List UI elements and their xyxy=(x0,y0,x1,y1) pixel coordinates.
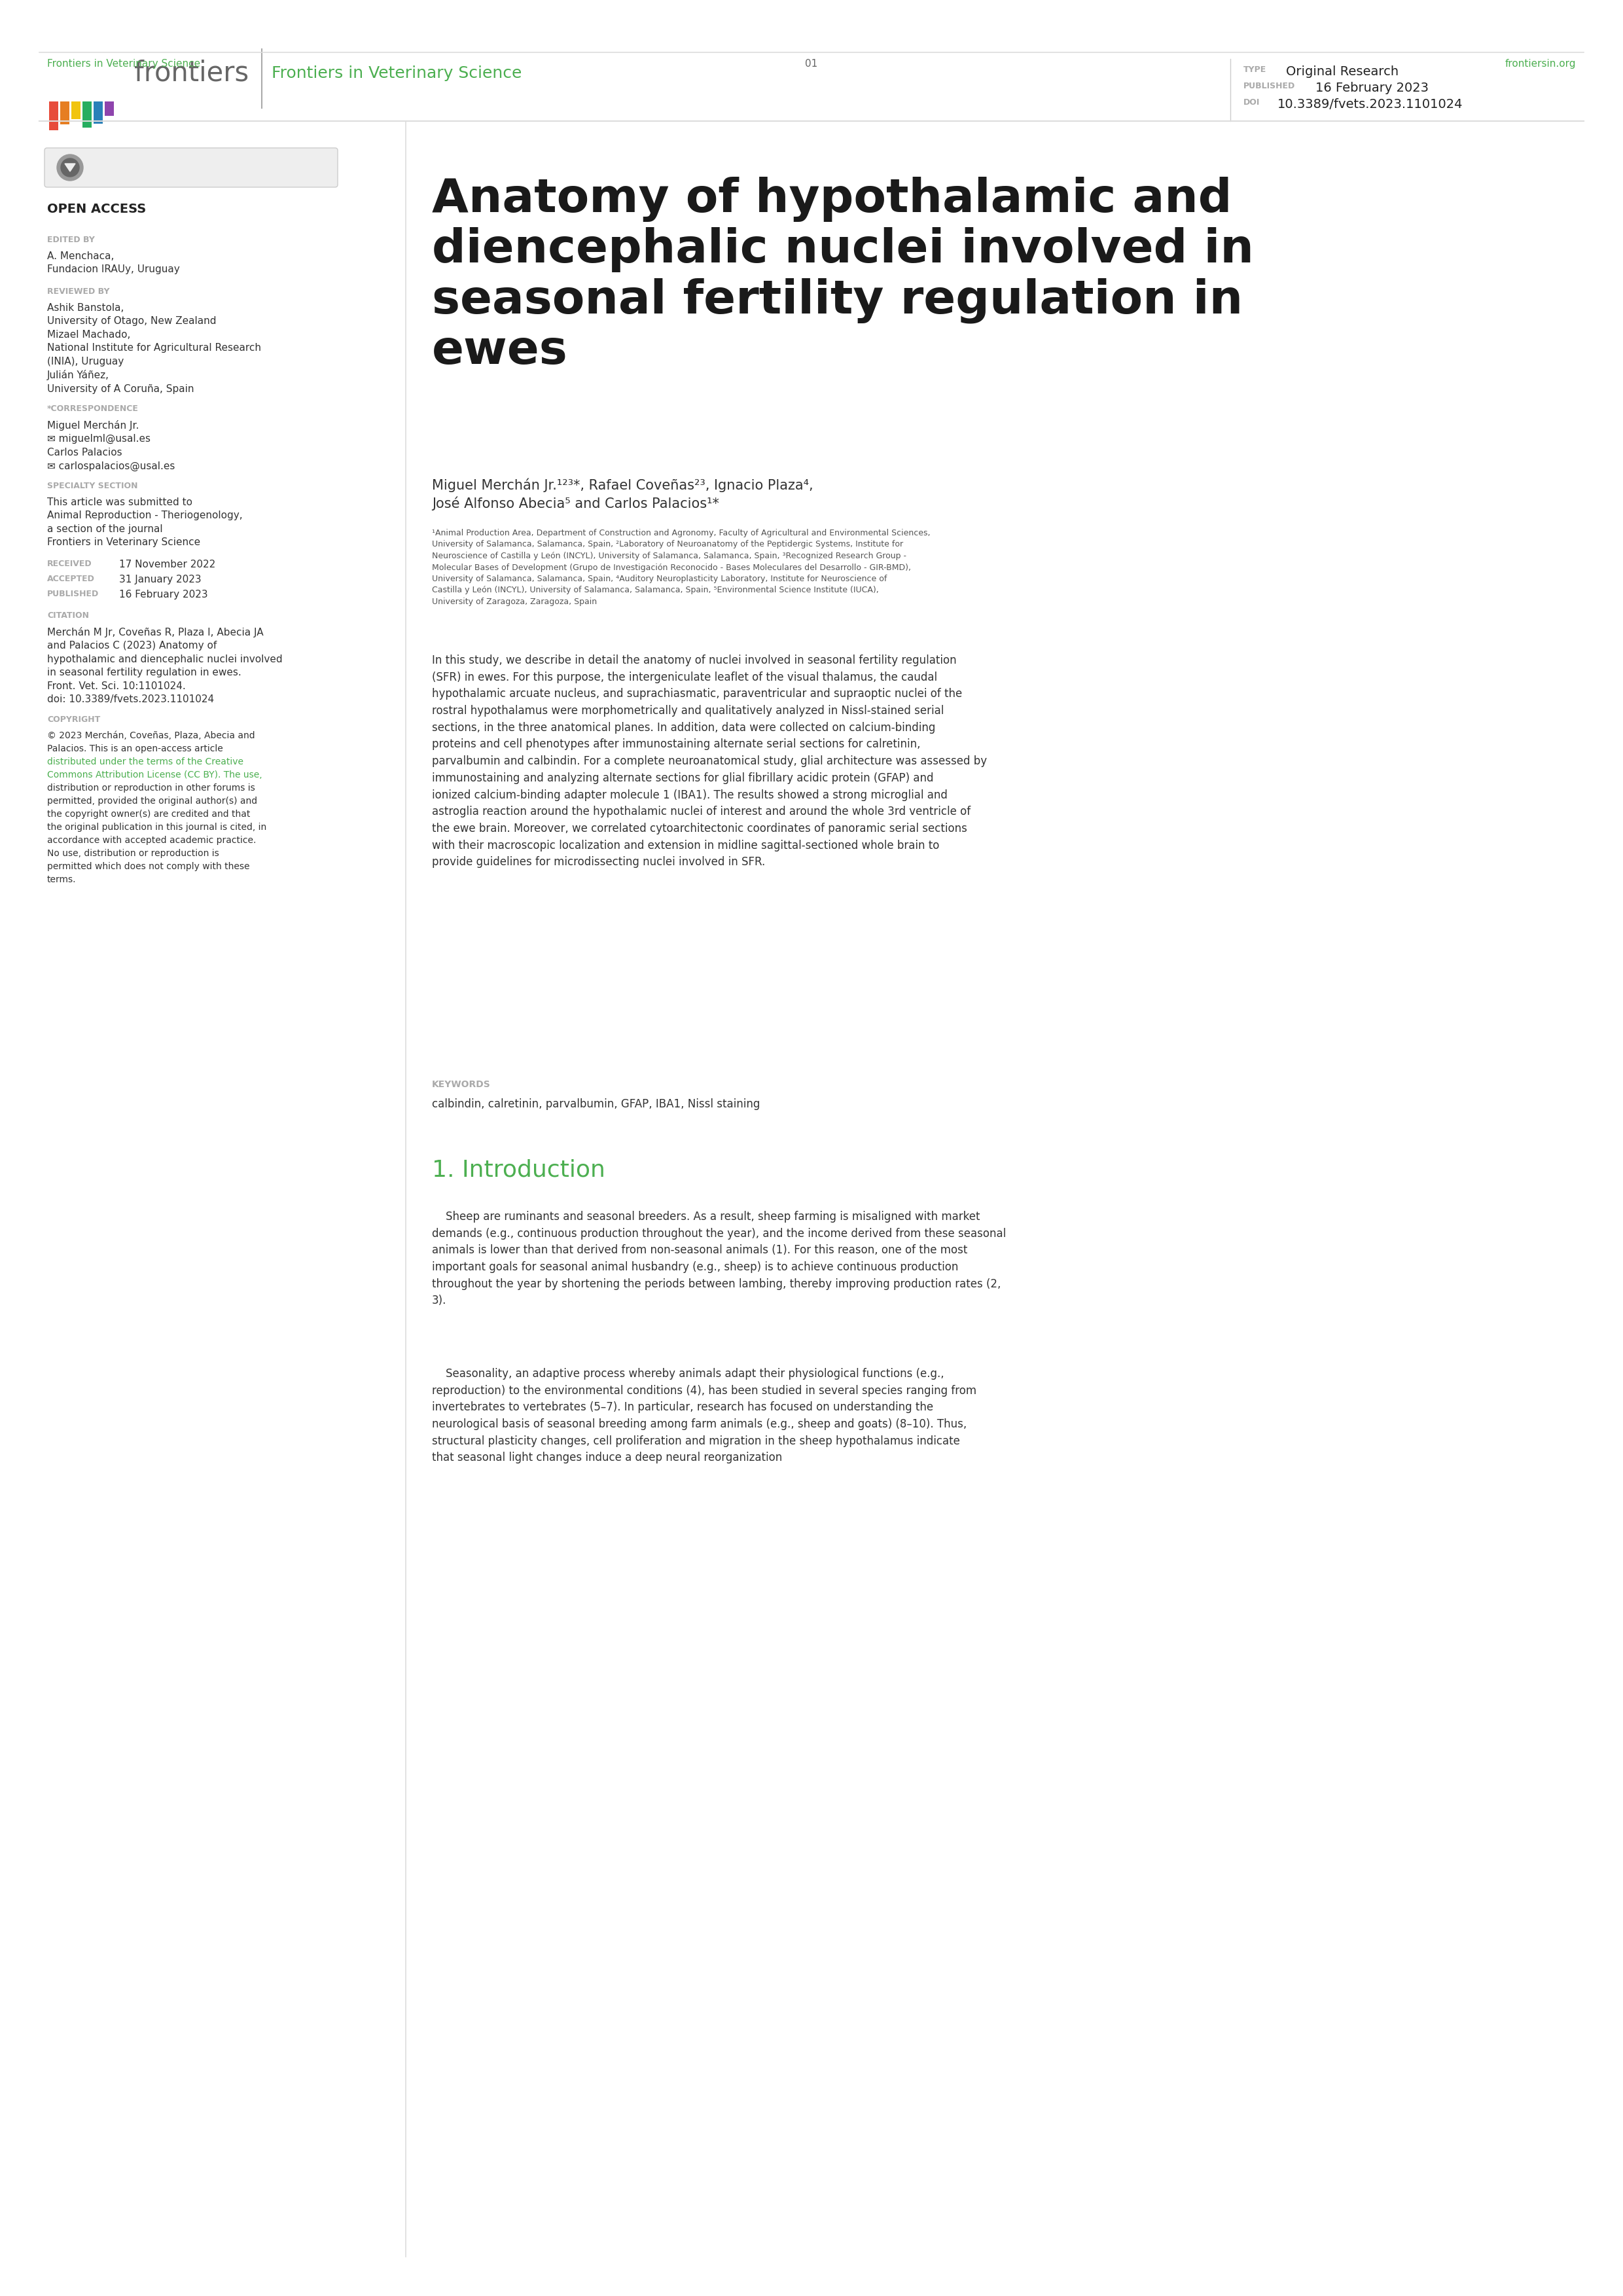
Text: frontiers: frontiers xyxy=(135,60,248,87)
Text: RECEIVED: RECEIVED xyxy=(47,560,93,567)
Bar xyxy=(60,101,70,124)
FancyBboxPatch shape xyxy=(44,147,338,188)
Text: SPECIALTY SECTION: SPECIALTY SECTION xyxy=(47,482,138,491)
Text: Carlos Palacios: Carlos Palacios xyxy=(47,448,122,457)
Polygon shape xyxy=(65,163,75,172)
Text: OPEN ACCESS: OPEN ACCESS xyxy=(47,202,146,216)
Text: TYPE: TYPE xyxy=(1243,67,1266,73)
Text: José Alfonso Abecia⁵ and Carlos Palacios¹*: José Alfonso Abecia⁵ and Carlos Palacios… xyxy=(432,496,719,510)
Text: ✉ carlospalacios@usal.es: ✉ carlospalacios@usal.es xyxy=(47,461,175,471)
Text: ✉ miguelml@usal.es: ✉ miguelml@usal.es xyxy=(47,434,151,443)
Bar xyxy=(105,101,114,117)
Text: distribution or reproduction in other forums is: distribution or reproduction in other fo… xyxy=(47,783,255,792)
Text: In this study, we describe in detail the anatomy of nuclei involved in seasonal : In this study, we describe in detail the… xyxy=(432,654,987,868)
Text: No use, distribution or reproduction is: No use, distribution or reproduction is xyxy=(47,850,219,859)
Text: permitted, provided the original author(s) and: permitted, provided the original author(… xyxy=(47,797,258,806)
Text: Seasonality, an adaptive process whereby animals adapt their physiological funct: Seasonality, an adaptive process whereby… xyxy=(432,1368,977,1465)
Text: calbindin, calretinin, parvalbumin, GFAP, IBA1, Nissl staining: calbindin, calretinin, parvalbumin, GFAP… xyxy=(432,1097,760,1109)
Text: Miguel Merchán Jr.: Miguel Merchán Jr. xyxy=(47,420,140,432)
Text: 1. Introduction: 1. Introduction xyxy=(432,1159,605,1180)
Text: Merchán M Jr, Coveñas R, Plaza I, Abecia JA
and Palacios C (2023) Anatomy of
hyp: Merchán M Jr, Coveñas R, Plaza I, Abecia… xyxy=(47,627,282,705)
Text: frontiersin.org: frontiersin.org xyxy=(1505,60,1576,69)
Text: A. Menchaca,
Fundacion IRAUy, Uruguay: A. Menchaca, Fundacion IRAUy, Uruguay xyxy=(47,250,180,276)
Text: Check for updates: Check for updates xyxy=(88,163,187,174)
Text: © 2023 Merchán, Coveñas, Plaza, Abecia and: © 2023 Merchán, Coveñas, Plaza, Abecia a… xyxy=(47,730,255,739)
Bar xyxy=(94,101,102,124)
Text: DOI: DOI xyxy=(1243,99,1259,106)
Text: KEYWORDS: KEYWORDS xyxy=(432,1079,490,1088)
Circle shape xyxy=(62,158,80,177)
Text: Sheep are ruminants and seasonal breeders. As a result, sheep farming is misalig: Sheep are ruminants and seasonal breeder… xyxy=(432,1210,1006,1306)
Text: Palacios. This is an open-access article: Palacios. This is an open-access article xyxy=(47,744,222,753)
Bar xyxy=(71,101,81,119)
Text: 31 January 2023: 31 January 2023 xyxy=(118,574,201,585)
Bar xyxy=(49,101,58,131)
Text: *CORRESPONDENCE: *CORRESPONDENCE xyxy=(47,404,138,413)
Text: 16 February 2023: 16 February 2023 xyxy=(1315,83,1428,94)
Text: terms.: terms. xyxy=(47,875,76,884)
Text: REVIEWED BY: REVIEWED BY xyxy=(47,287,110,296)
Text: PUBLISHED: PUBLISHED xyxy=(47,590,99,599)
Text: This article was submitted to
Animal Reproduction - Theriogenology,
a section of: This article was submitted to Animal Rep… xyxy=(47,498,242,546)
Text: CITATION: CITATION xyxy=(47,611,89,620)
Text: ACCEPTED: ACCEPTED xyxy=(47,574,94,583)
Text: the copyright owner(s) are credited and that: the copyright owner(s) are credited and … xyxy=(47,810,250,820)
Text: COPYRIGHT: COPYRIGHT xyxy=(47,716,101,723)
Text: Frontiers in Veterinary Science: Frontiers in Veterinary Science xyxy=(271,67,523,80)
Text: Commons Attribution License (CC BY). The use,: Commons Attribution License (CC BY). The… xyxy=(47,771,263,781)
Text: ¹Animal Production Area, Department of Construction and Agronomy, Faculty of Agr: ¹Animal Production Area, Department of C… xyxy=(432,528,930,606)
Text: the original publication in this journal is cited, in: the original publication in this journal… xyxy=(47,822,266,831)
Text: 10.3389/fvets.2023.1101024: 10.3389/fvets.2023.1101024 xyxy=(1277,99,1462,110)
Text: 01: 01 xyxy=(805,60,818,69)
Circle shape xyxy=(57,154,83,181)
Text: EDITED BY: EDITED BY xyxy=(47,236,94,243)
Text: distributed under the terms of the Creative: distributed under the terms of the Creat… xyxy=(47,758,243,767)
Text: 17 November 2022: 17 November 2022 xyxy=(118,560,216,569)
Text: Frontiers in Veterinary Science: Frontiers in Veterinary Science xyxy=(47,60,200,69)
Text: 16 February 2023: 16 February 2023 xyxy=(118,590,208,599)
Text: Miguel Merchán Jr.¹²³*, Rafael Coveñas²³, Ignacio Plaza⁴,: Miguel Merchán Jr.¹²³*, Rafael Coveñas²³… xyxy=(432,478,813,491)
Text: Original Research: Original Research xyxy=(1285,67,1399,78)
Bar xyxy=(83,101,91,129)
Text: Anatomy of hypothalamic and
diencephalic nuclei involved in
seasonal fertility r: Anatomy of hypothalamic and diencephalic… xyxy=(432,177,1255,374)
Text: PUBLISHED: PUBLISHED xyxy=(1243,83,1295,90)
Text: permitted which does not comply with these: permitted which does not comply with the… xyxy=(47,861,250,870)
Text: Ashik Banstola,
University of Otago, New Zealand
Mizael Machado,
National Instit: Ashik Banstola, University of Otago, New… xyxy=(47,303,261,395)
Text: accordance with accepted academic practice.: accordance with accepted academic practi… xyxy=(47,836,256,845)
